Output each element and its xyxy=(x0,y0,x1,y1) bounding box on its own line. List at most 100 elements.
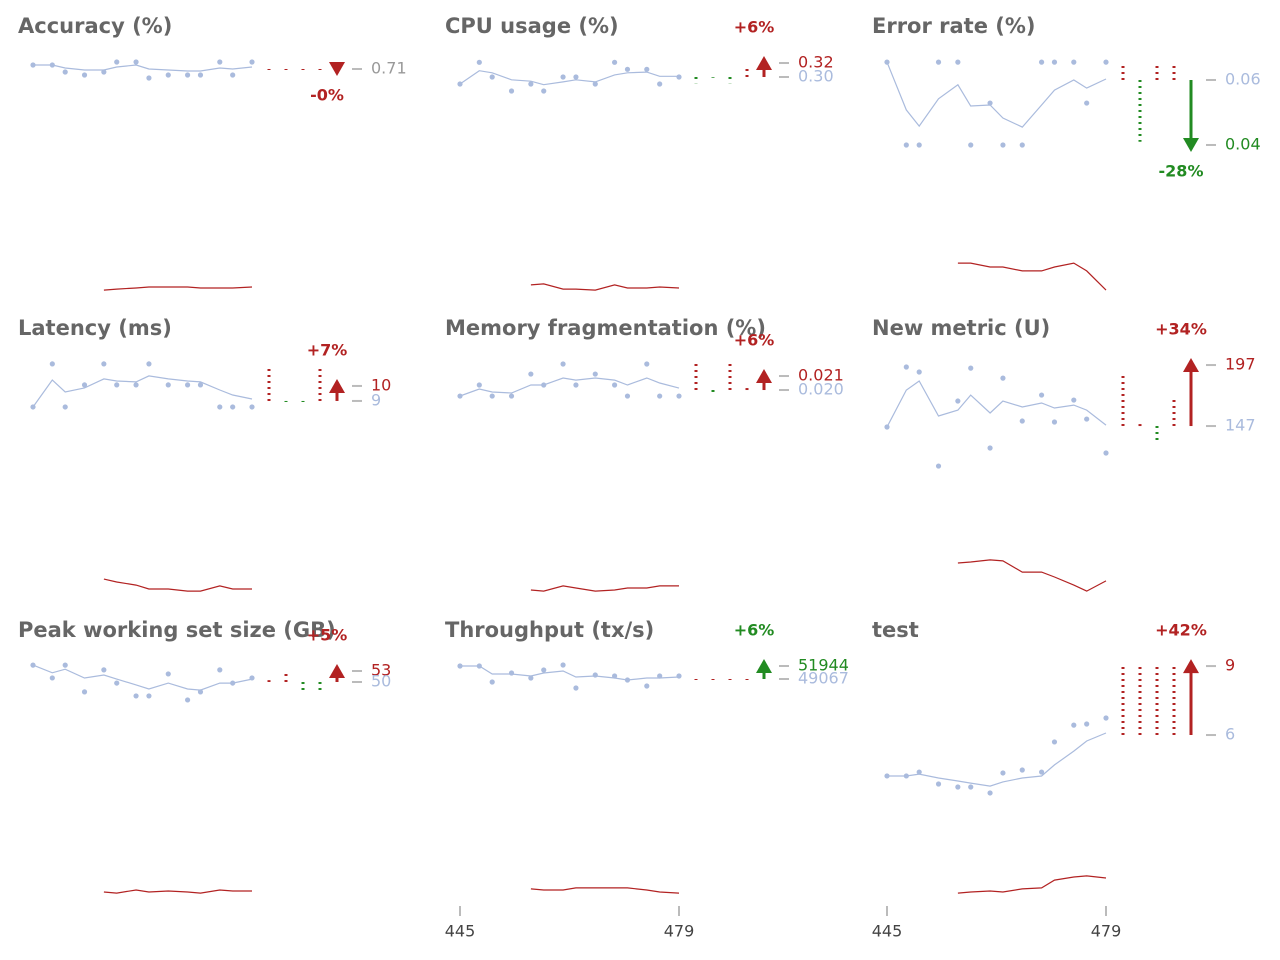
point xyxy=(508,670,515,676)
change-label: +7% xyxy=(307,340,348,359)
point xyxy=(1038,59,1045,65)
point xyxy=(81,689,88,695)
point xyxy=(560,74,566,80)
point xyxy=(101,361,107,367)
point xyxy=(1051,739,1058,745)
line xyxy=(32,375,253,408)
panel-title: Accuracy (%) xyxy=(18,14,172,38)
point xyxy=(1103,450,1109,456)
point xyxy=(217,404,223,410)
point xyxy=(508,393,515,399)
point xyxy=(1000,142,1006,148)
change-label: -28% xyxy=(1159,161,1204,180)
point xyxy=(62,404,68,410)
point xyxy=(1071,397,1077,403)
point xyxy=(457,393,463,399)
panel-title: Error rate (%) xyxy=(872,14,1036,38)
point xyxy=(1038,392,1045,398)
change-label: +34% xyxy=(1155,320,1207,339)
change-marker xyxy=(329,378,345,393)
y-tick-label: 147 xyxy=(1225,416,1256,435)
point xyxy=(644,66,650,72)
panel: Accuracy (%) 0.71 -0% xyxy=(18,14,407,291)
point xyxy=(560,662,566,668)
point xyxy=(165,72,171,78)
point xyxy=(1019,767,1025,773)
y-tick-label: 51944 xyxy=(798,656,849,675)
point xyxy=(916,769,922,775)
point xyxy=(133,382,139,388)
panel: Error rate (%) 0.04 0.06 -28% xyxy=(872,14,1261,291)
y-tick-label: 49067 xyxy=(798,669,849,688)
point xyxy=(657,393,663,399)
point xyxy=(146,693,152,699)
x-tick-label: 445 xyxy=(872,922,903,941)
point xyxy=(592,672,598,678)
panel-title: test xyxy=(872,618,919,642)
panel-title: Peak working set size (GB) xyxy=(18,618,336,642)
point xyxy=(573,74,579,80)
point xyxy=(935,59,942,65)
change-marker xyxy=(1183,137,1199,152)
point xyxy=(146,75,152,81)
line xyxy=(459,70,679,86)
point xyxy=(1000,770,1006,776)
line xyxy=(103,889,252,894)
point xyxy=(676,393,682,399)
point xyxy=(935,463,942,469)
point xyxy=(916,369,922,375)
line xyxy=(957,262,1107,291)
line xyxy=(530,283,680,291)
point xyxy=(541,88,547,94)
point xyxy=(592,371,598,377)
point xyxy=(1084,416,1090,422)
point xyxy=(165,671,171,677)
panel-title: Latency (ms) xyxy=(18,316,172,340)
panel: New metric (U) 197 147 +34% xyxy=(872,316,1256,592)
line xyxy=(957,559,1107,592)
point xyxy=(657,81,663,87)
line xyxy=(886,380,1107,428)
point xyxy=(987,790,993,796)
point xyxy=(165,382,171,388)
panel: Latency (ms) 109 +7% xyxy=(18,316,391,592)
point xyxy=(133,693,139,699)
point xyxy=(1038,769,1045,775)
panel: test 9 6 +42% 445 479 xyxy=(872,618,1235,941)
point xyxy=(528,81,534,87)
line xyxy=(530,585,679,592)
change-marker xyxy=(756,659,772,674)
point xyxy=(611,382,618,388)
point xyxy=(476,59,482,65)
point xyxy=(676,74,682,80)
point xyxy=(184,72,191,78)
point xyxy=(541,667,547,673)
point xyxy=(217,59,223,65)
point xyxy=(1071,722,1077,728)
point xyxy=(1103,715,1109,721)
point xyxy=(968,142,974,148)
point xyxy=(987,100,993,106)
y-tick-label: 0.021 xyxy=(798,366,844,385)
x-tick-label: 479 xyxy=(1091,922,1122,941)
point xyxy=(955,398,961,404)
point xyxy=(230,72,236,78)
point xyxy=(903,364,909,370)
point xyxy=(560,361,566,367)
point xyxy=(62,662,68,668)
point xyxy=(197,689,204,695)
point xyxy=(197,382,204,388)
point xyxy=(197,72,204,78)
line xyxy=(32,664,253,691)
point xyxy=(49,675,55,681)
point xyxy=(884,424,890,430)
point xyxy=(101,667,107,673)
point xyxy=(62,69,68,75)
point xyxy=(476,382,482,388)
point xyxy=(489,393,495,399)
change-label: +5% xyxy=(307,625,348,644)
point xyxy=(528,675,534,681)
change-label: +6% xyxy=(734,331,775,350)
